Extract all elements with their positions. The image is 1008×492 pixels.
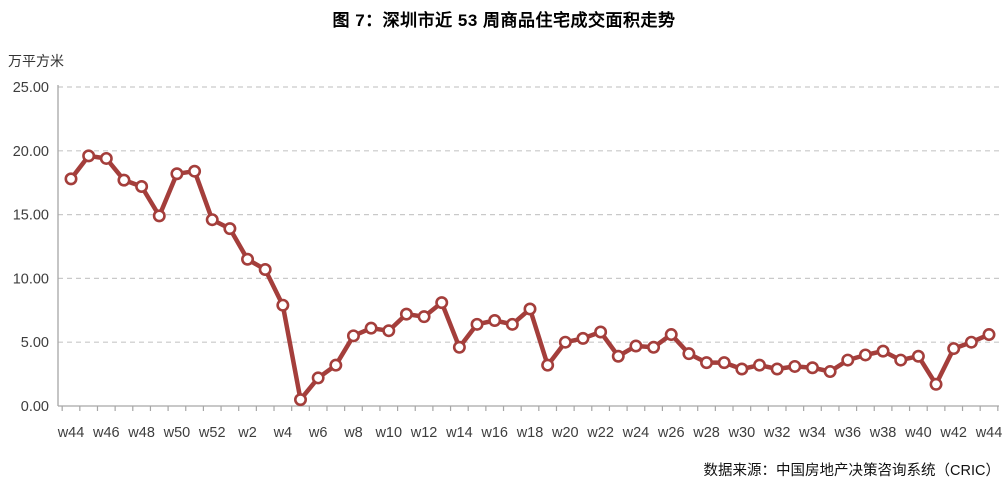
x-tick-label: w44 (975, 425, 1003, 441)
figure-title: 图 7：深圳市近 53 周商品住宅成交面积走势 (332, 11, 676, 30)
data-point-w50-idx6 (170, 167, 184, 181)
data-point-w6-idx14 (311, 371, 325, 385)
y-tick-label: 5.00 (21, 335, 49, 351)
x-tick-label: w26 (657, 425, 685, 441)
y-axis-unit-label: 万平方米 (8, 53, 64, 69)
x-tick-label: w36 (833, 425, 861, 441)
data-point-w13-idx21 (435, 296, 449, 310)
data-point-w5-idx13 (293, 393, 307, 407)
data-point-w29-idx37 (717, 356, 731, 370)
data-point-w14-idx22 (452, 340, 466, 354)
x-tick-label: w50 (163, 425, 191, 441)
data-point-w35-idx43 (823, 365, 837, 379)
y-tick-label: 10.00 (13, 271, 49, 287)
x-tick-label: w14 (445, 425, 473, 441)
data-point-w11-idx19 (399, 307, 413, 321)
data-point-w44-idx52 (982, 328, 996, 342)
x-tick-label: w32 (763, 425, 791, 441)
data-point-w45-idx1 (82, 149, 96, 163)
data-point-w47-idx3 (117, 173, 131, 187)
x-tick-label: w38 (869, 425, 897, 441)
data-point-w42-idx50 (947, 342, 961, 356)
x-tick-label: w10 (374, 425, 402, 441)
data-point-w20-idx28 (558, 335, 572, 349)
data-point-w41-idx49 (929, 377, 943, 391)
data-point-w27-idx35 (682, 347, 696, 361)
data-point-w28-idx36 (700, 356, 714, 370)
data-point-w9-idx17 (364, 321, 378, 335)
x-tick-label: w20 (551, 425, 579, 441)
data-point-w46-idx2 (99, 151, 113, 165)
data-point-w52-idx8 (205, 213, 219, 227)
x-tick-label: w42 (939, 425, 967, 441)
y-tick-label: 25.00 (13, 80, 49, 96)
y-tick-label: 20.00 (13, 144, 49, 160)
x-tick-label: w28 (692, 425, 720, 441)
data-point-w16-idx24 (488, 314, 502, 328)
x-tick-label: w6 (308, 425, 328, 441)
data-point-w30-idx38 (735, 362, 749, 376)
data-point-w10-idx18 (382, 324, 396, 338)
y-tick-label: 0.00 (21, 399, 49, 415)
x-tick-label: w2 (237, 425, 257, 441)
data-point-w18-idx26 (523, 302, 537, 316)
data-point-w33-idx41 (788, 359, 802, 373)
data-point-w19-idx27 (541, 358, 555, 372)
x-tick-label: w4 (273, 425, 293, 441)
data-point-w23-idx31 (611, 349, 625, 363)
data-point-w25-idx33 (647, 340, 661, 354)
x-tick-label: w22 (586, 425, 614, 441)
data-point-w36-idx44 (841, 353, 855, 367)
data-point-w49-idx5 (152, 209, 166, 223)
data-point-w37-idx45 (858, 348, 872, 362)
x-tick-label: w18 (516, 425, 544, 441)
data-point-w21-idx29 (576, 331, 590, 345)
y-tick-label: 15.00 (13, 208, 49, 224)
data-point-w22-idx30 (594, 325, 608, 339)
x-tick-label: w30 (728, 425, 756, 441)
data-point-w38-idx46 (876, 344, 890, 358)
data-source-caption: 数据来源：中国房地产决策咨询系统（CRIC） (703, 463, 1000, 479)
data-point-w15-idx23 (470, 317, 484, 331)
data-point-w2-idx10 (241, 252, 255, 266)
data-point-w51-idx7 (188, 164, 202, 178)
x-tick-label: w16 (480, 425, 508, 441)
data-point-w43-idx51 (964, 335, 978, 349)
x-tick-label: w40 (904, 425, 932, 441)
x-tick-label: w52 (198, 425, 226, 441)
data-point-w26-idx34 (664, 328, 678, 342)
x-tick-label: w8 (343, 425, 363, 441)
x-tick-label: w44 (57, 425, 85, 441)
data-point-w17-idx25 (505, 317, 519, 331)
data-point-w32-idx40 (770, 362, 784, 376)
data-point-w1-idx9 (223, 222, 237, 236)
data-point-w24-idx32 (629, 339, 643, 353)
x-tick-label: w24 (622, 425, 650, 441)
data-point-w39-idx47 (894, 353, 908, 367)
x-tick-label: w46 (92, 425, 120, 441)
x-tick-label: w12 (410, 425, 438, 441)
data-point-w3-idx11 (258, 262, 272, 276)
data-point-w12-idx20 (417, 310, 431, 324)
data-point-w31-idx39 (752, 358, 766, 372)
x-tick-label: w34 (798, 425, 826, 441)
data-point-w34-idx42 (805, 361, 819, 375)
data-point-w7-idx15 (329, 358, 343, 372)
data-point-w40-idx48 (911, 349, 925, 363)
data-point-w8-idx16 (346, 329, 360, 343)
data-point-w4-idx12 (276, 298, 290, 312)
data-point-w48-idx4 (135, 180, 149, 194)
x-tick-label: w48 (127, 425, 155, 441)
data-point-w44-idx0 (64, 172, 78, 186)
